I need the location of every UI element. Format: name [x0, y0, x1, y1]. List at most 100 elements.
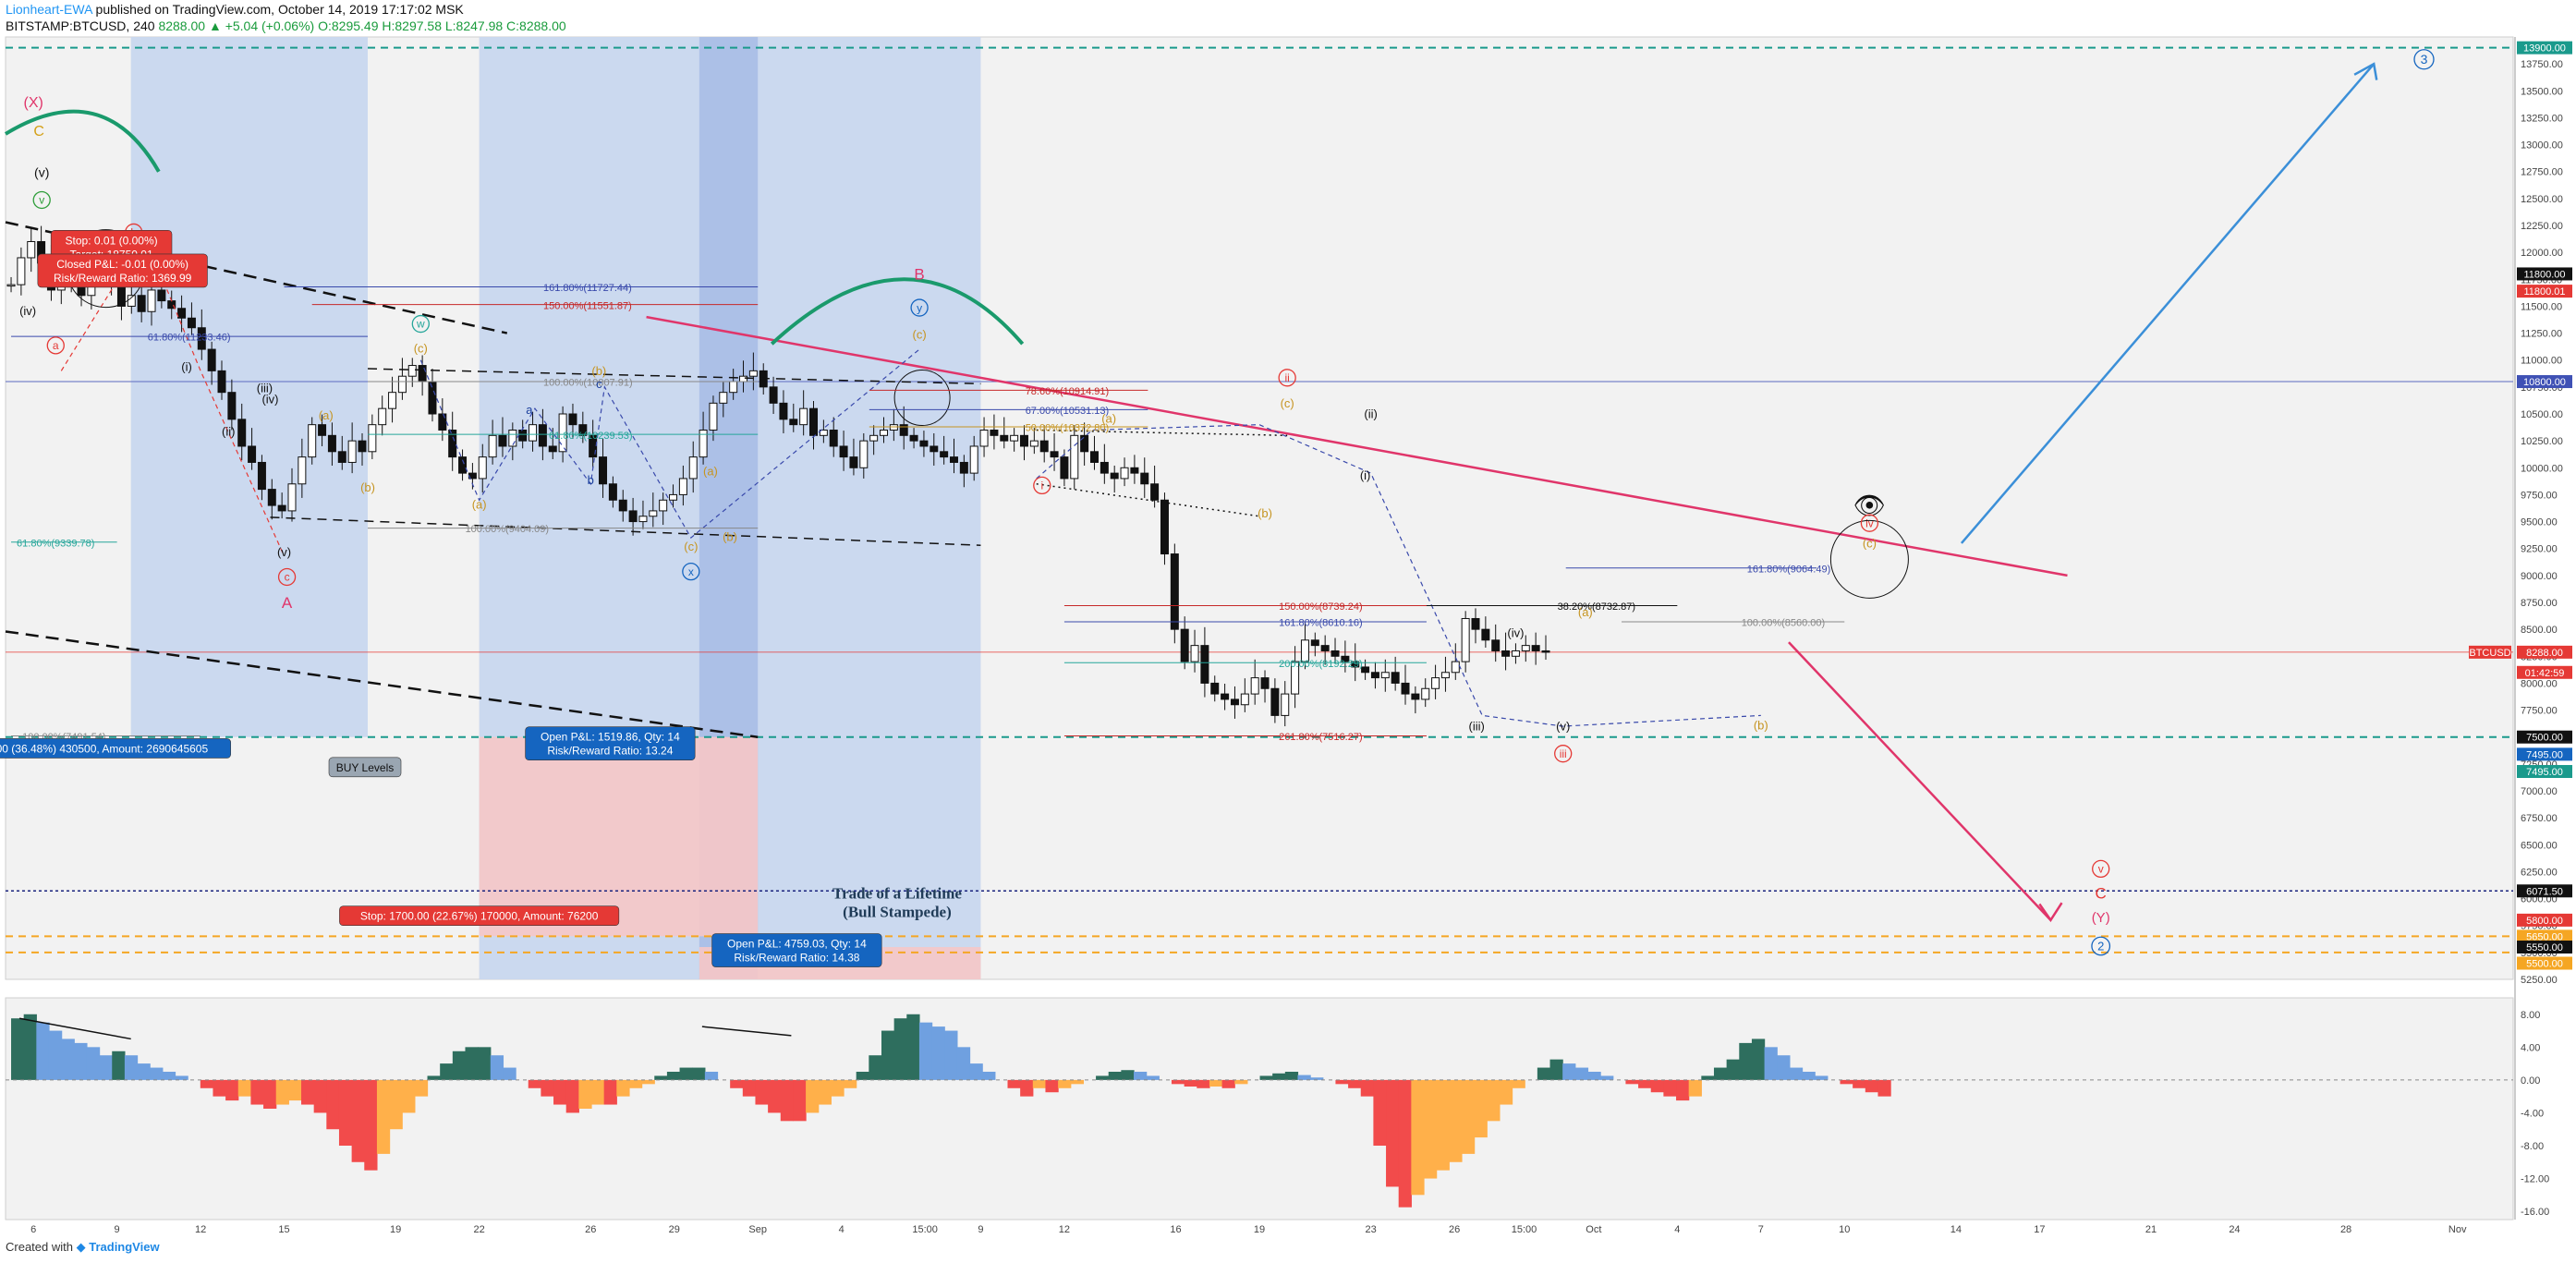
candle	[1070, 434, 1079, 480]
oscillator-bar	[541, 1079, 554, 1097]
time-tick-label: 22	[474, 1224, 485, 1235]
candle	[709, 402, 718, 431]
wave-label: 3	[2421, 52, 2428, 67]
candle	[1170, 553, 1179, 630]
wave-label-circle	[2413, 49, 2435, 70]
candle	[1511, 650, 1520, 657]
position-label-text: Open P&L: 1519.86, Qty: 14	[541, 731, 680, 744]
oscillator-bar	[666, 1072, 681, 1080]
candle	[1501, 650, 1511, 657]
wave-path-blue	[419, 348, 920, 539]
oscillator-bar	[1058, 1079, 1072, 1088]
oscillator-bar	[1600, 1075, 1614, 1080]
candle	[990, 429, 999, 436]
candle	[1440, 672, 1450, 679]
red-risk-zone	[479, 736, 759, 937]
wave-label: i	[1040, 480, 1043, 492]
oscillator-bar	[944, 1030, 958, 1080]
candle	[969, 445, 978, 474]
oscillator-bar	[1739, 1042, 1753, 1080]
wave-label: (a)	[1101, 411, 1116, 425]
oscillator-bar	[427, 1075, 441, 1080]
candle	[388, 392, 397, 409]
candle	[177, 308, 187, 319]
circle-marker	[893, 370, 951, 427]
oscillator-bar	[565, 1079, 579, 1113]
oscillator-bar	[313, 1079, 327, 1113]
blue-forecast-arrow	[1960, 63, 2376, 544]
author-link[interactable]: Lionheart-EWA	[6, 2, 92, 17]
oscillator-bar	[1398, 1079, 1412, 1208]
candle	[678, 478, 687, 495]
candle	[638, 516, 648, 523]
price-tick-label: 13000.00	[2521, 140, 2563, 152]
wave-label: x	[688, 565, 694, 578]
oscillator-bar	[36, 1022, 50, 1080]
candle	[478, 456, 487, 480]
candle	[1130, 467, 1139, 474]
oscillator-bar	[402, 1079, 416, 1113]
candle	[358, 440, 367, 453]
position-label-box	[339, 905, 620, 927]
time-tick-label: 10	[1839, 1224, 1850, 1235]
price-tick-label: 9500.00	[2521, 517, 2558, 528]
oscillator-bar	[99, 1055, 113, 1080]
candle	[1080, 434, 1089, 453]
candle	[147, 289, 156, 312]
price-tag	[2517, 956, 2572, 970]
oscillator-bar	[1474, 1079, 1488, 1138]
oscillator-bar	[1726, 1059, 1740, 1080]
wave-label: (iii)	[257, 382, 273, 395]
time-tick-label: 24	[2229, 1224, 2240, 1235]
tradingview-brand[interactable]: TradingView	[89, 1240, 160, 1254]
oscillator-bar	[1512, 1079, 1525, 1088]
position-label-box	[328, 757, 402, 778]
oscillator-bar	[831, 1079, 844, 1097]
price-tick-label: 12250.00	[2521, 221, 2563, 232]
wave-label: (c)	[414, 342, 428, 356]
candle	[1089, 451, 1099, 463]
price-tick-label: 8500.00	[2521, 625, 2558, 636]
oscillator-bar	[1625, 1079, 1639, 1085]
wave-label-circle	[277, 567, 297, 587]
price-tick-label: 10250.00	[2521, 436, 2563, 447]
oscillator-bar	[969, 1063, 983, 1080]
wave-label: (a)	[472, 498, 487, 512]
fib-level-label: 161.80%(8610.16)	[1279, 618, 1363, 629]
oscillator-bar	[1587, 1072, 1601, 1080]
oscillator-bar	[780, 1079, 795, 1122]
price-tag-label: BTCUSD	[2469, 648, 2510, 659]
candle	[1521, 645, 1530, 651]
oscillator-bar	[48, 1030, 63, 1080]
oscillator-bar	[1638, 1079, 1652, 1088]
oscillator-bar	[755, 1079, 769, 1105]
oscillator-bar	[1574, 1067, 1589, 1080]
candle	[919, 440, 929, 447]
oscillator-bar	[1436, 1079, 1450, 1171]
time-tick-label: Oct	[1586, 1224, 1601, 1235]
price-tick-label: 11250.00	[2521, 329, 2562, 340]
wave-label: (v)	[34, 165, 49, 180]
time-tick-label: 12	[195, 1224, 206, 1235]
time-tick-label: 29	[669, 1224, 680, 1235]
oscillator-bar	[931, 1026, 945, 1080]
oscillator-bar	[844, 1079, 857, 1088]
candle	[819, 429, 828, 436]
wave-label: (v)	[1556, 720, 1570, 734]
oscillator-bar	[175, 1075, 188, 1080]
ohlc-values: O:8295.49 H:8297.58 L:8247.98 C:8288.00	[318, 18, 566, 33]
wave-label: (a)	[703, 464, 718, 478]
candle	[1260, 677, 1270, 689]
divergence-line	[701, 1026, 792, 1037]
oscillator-bar	[288, 1079, 302, 1101]
candle	[1411, 693, 1420, 700]
candle	[1291, 661, 1300, 695]
time-tick-label: 26	[585, 1224, 596, 1235]
candle	[909, 434, 918, 442]
oscillator-tick-label: -4.00	[2521, 1108, 2544, 1119]
oscillator-tick-label: 4.00	[2521, 1042, 2540, 1053]
oscillator-bar	[793, 1079, 807, 1122]
oscillator-bar	[1815, 1075, 1829, 1080]
candle	[1180, 628, 1189, 662]
